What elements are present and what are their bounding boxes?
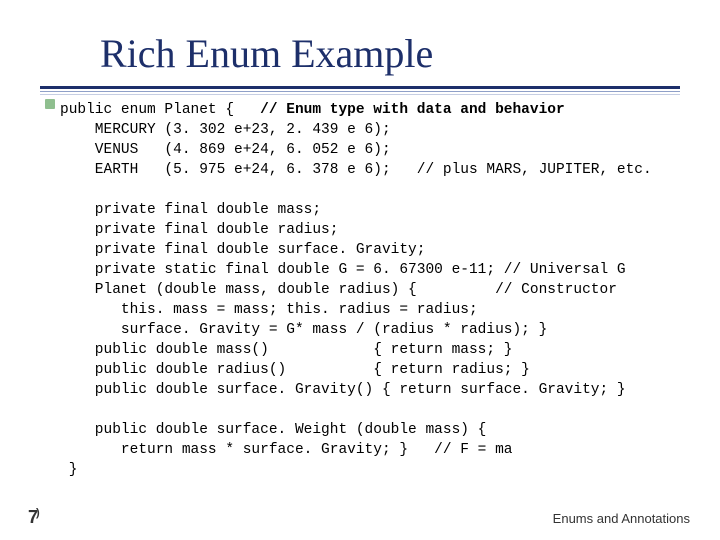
code-block: public enum Planet { // Enum type with d… [60,100,652,480]
footer-text: Enums and Annotations [553,511,690,526]
slide-title: Rich Enum Example [100,30,433,77]
bullet-icon [45,99,55,109]
page-number: 7) [28,507,40,528]
title-underline [40,86,680,95]
